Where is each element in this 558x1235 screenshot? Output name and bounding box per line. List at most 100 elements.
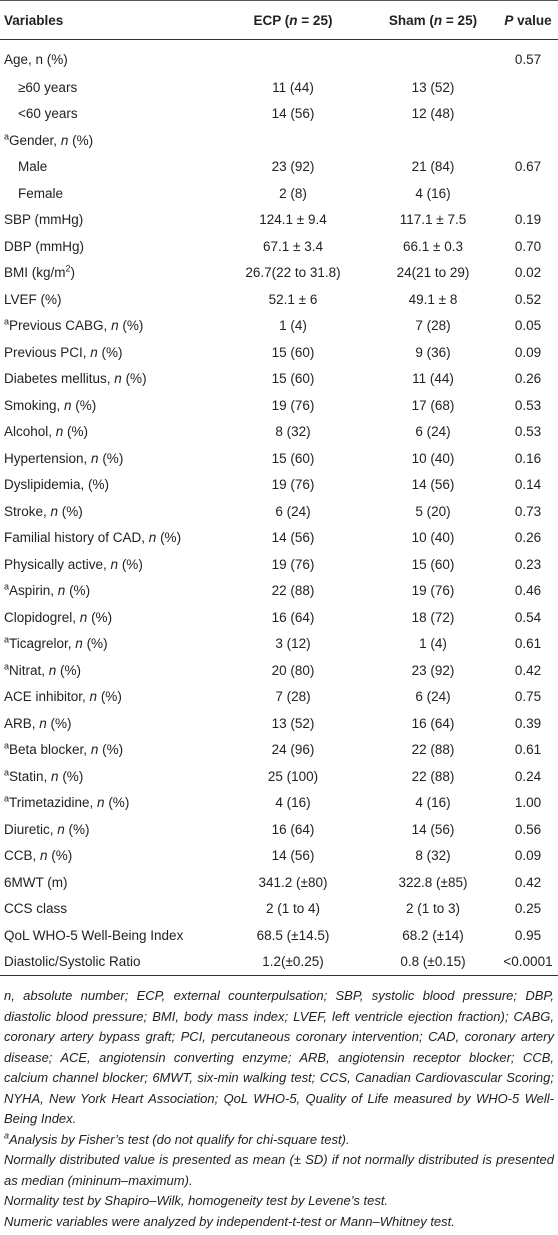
table-row: QoL WHO-5 Well-Being Index 68.5 (±14.5) 68… (0, 922, 558, 949)
cell-p: 0.19 (498, 207, 558, 234)
cell-ecp: 4 (16) (218, 790, 368, 817)
cell-sham: 68.2 (±14) (368, 922, 498, 949)
cell-value: 14 (56) (271, 106, 315, 122)
table-row: Smoking, n (%) 19 (76) 17 (68) 0.53 (0, 392, 558, 419)
footnote: n, absolute number; ECP, external counte… (4, 986, 554, 1130)
table-row: aAspirin, n (%) 22 (88) 19 (76) 0.46 (0, 578, 558, 605)
cell-sham: 0.8 (±0.15) (368, 948, 498, 976)
cell-value: 11 (44) (272, 79, 314, 95)
row-label: aPrevious CABG, n (%) (0, 313, 218, 340)
cell-value: 0.42 (514, 662, 542, 678)
italic-text: n (148, 530, 157, 546)
text: n, absolute number; ECP, external counte… (4, 988, 554, 1126)
cell-value: 0.26 (514, 371, 542, 387)
footnote: aAnalysis by Fisher’s test (do not quali… (4, 1130, 554, 1151)
cell-value: 52.1 ± 6 (268, 291, 318, 307)
table-row: LVEF (%) 52.1 ± 6 49.1 ± 8 0.52 (0, 286, 558, 313)
text: Gender, (9, 132, 61, 148)
cell-sham: 14 (56) (368, 816, 498, 843)
cell-value: 14 (56) (271, 530, 315, 546)
cell-value: 0.73 (514, 503, 542, 519)
table-row: CCB, n (%) 14 (56) 8 (32) 0.09 (0, 843, 558, 870)
cell-ecp: 7 (28) (218, 684, 368, 711)
cell-value: 15 (60) (271, 371, 315, 387)
text: Sham ( (388, 12, 434, 28)
cell-value: 19 (76) (411, 583, 455, 599)
text: (%) (56, 662, 82, 678)
text: Trimetazidine, (9, 795, 98, 811)
table-row: 6MWT (m) 341.2 (±80) 322.8 (±85) 0.42 (0, 869, 558, 896)
cell-sham: 6 (24) (368, 419, 498, 446)
text: (%) (71, 397, 97, 413)
cell-value: 0.25 (514, 901, 542, 917)
italic-text: n (114, 371, 122, 387)
cell-value: 2 (8) (279, 185, 307, 201)
text: Familial history of CAD, (4, 530, 149, 546)
cell-value: 0.8 (±0.15) (400, 954, 466, 970)
cell-value: 67.1 ± 3.4 (263, 238, 323, 254)
cell-value: <0.0001 (503, 954, 553, 970)
cell-value: 0.42 (514, 874, 542, 890)
cell-value: 19 (76) (271, 556, 315, 572)
cell-ecp: 2 (1 to 4) (218, 896, 368, 923)
cell-sham: 17 (68) (368, 392, 498, 419)
cell-value: 8 (32) (415, 848, 451, 864)
cell-value: 0.56 (514, 821, 542, 837)
cell-sham: 19 (76) (368, 578, 498, 605)
table-row: Diastolic/Systolic Ratio 1.2(±0.25) 0.8 (±… (0, 948, 558, 976)
row-label: Previous PCI, n (%) (0, 339, 218, 366)
row-label: DBP (mmHg) (0, 233, 218, 260)
text: Smoking, (4, 397, 65, 413)
cell-value: 6 (24) (275, 503, 311, 519)
row-label: LVEF (%) (0, 286, 218, 313)
row-label: ≥60 years (0, 74, 218, 101)
cell-ecp: 16 (64) (218, 604, 368, 631)
cell-sham: 2 (1 to 3) (368, 896, 498, 923)
italic-text: n (39, 715, 47, 731)
cell-p: 0.53 (498, 392, 558, 419)
text: (%) (58, 768, 84, 784)
cell-value: 0.16 (514, 450, 542, 466)
table-row: DBP (mmHg) 67.1 ± 3.4 66.1 ± 0.3 0.70 (0, 233, 558, 260)
italic-text: n (64, 397, 72, 413)
table-row: SBP (mmHg) 124.1 ± 9.4 117.1 ± 7.5 0.19 (0, 207, 558, 234)
cell-p: 0.14 (498, 472, 558, 499)
cell-value: 0.70 (514, 238, 542, 254)
text: ≥60 years (18, 79, 78, 95)
text: (%) (64, 821, 90, 837)
cell-value: 22 (88) (411, 742, 455, 758)
cell-value: 117.1 ± 7.5 (399, 212, 467, 228)
italic-text: n (40, 848, 48, 864)
table-row: aTicagrelor, n (%) 3 (12) 1 (4) 0.61 (0, 631, 558, 658)
cell-value: 14 (56) (271, 848, 315, 864)
cell-sham: 7 (28) (368, 313, 498, 340)
cell-value: 0.46 (514, 583, 542, 599)
cell-value: 68.2 (±14) (402, 927, 464, 943)
row-label: 6MWT (m) (0, 869, 218, 896)
cell-p: 0.70 (498, 233, 558, 260)
italic-text: n (79, 609, 88, 625)
italic-text: n (433, 12, 443, 28)
cell-value: 13 (52) (271, 715, 315, 731)
superscript: a (4, 740, 10, 751)
row-label: aGender, n (%) (0, 127, 218, 154)
text: (%) (87, 609, 113, 625)
text: Female (18, 185, 64, 201)
cell-value: 2 (1 to 4) (265, 901, 321, 917)
row-label: BMI (kg/m2) (0, 260, 218, 287)
italic-text: n (50, 503, 59, 519)
row-label: Stroke, n (%) (0, 498, 218, 525)
cell-value: 0.54 (514, 609, 542, 625)
cell-value: 0.24 (514, 768, 542, 784)
italic-text: n (51, 768, 59, 784)
cell-p: 0.02 (498, 260, 558, 287)
cell-value: 68.5 (±14.5) (256, 927, 330, 943)
cell-value: 0.67 (514, 159, 542, 175)
cell-value: 14 (56) (411, 821, 455, 837)
cell-p: 1.00 (498, 790, 558, 817)
cell-p: 0.26 (498, 366, 558, 393)
row-label: Female (0, 180, 218, 207)
cell-value: 7 (28) (275, 689, 311, 705)
cell-sham: 16 (64) (368, 710, 498, 737)
